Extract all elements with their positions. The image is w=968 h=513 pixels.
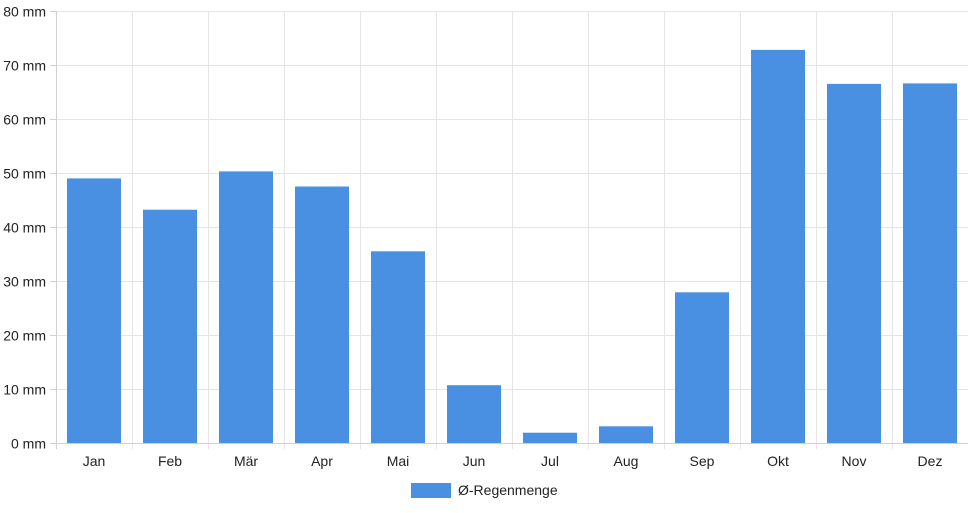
y-axis-tick-labels: 0 mm 10 mm 20 mm 30 mm 40 mm 50 mm 60 mm 70 mm 8…	[3, 4, 46, 452]
bar-jan[interactable]	[67, 178, 121, 443]
y-tick-label: 0 mm	[11, 436, 46, 452]
bar-aug[interactable]	[599, 426, 653, 443]
x-tick-label: Mär	[234, 453, 258, 469]
y-tick-label: 60 mm	[3, 112, 46, 128]
bar-mai[interactable]	[371, 251, 425, 443]
x-tick-label: Dez	[918, 453, 943, 469]
x-tick-label: Aug	[614, 453, 639, 469]
x-tick-label: Okt	[767, 453, 789, 469]
y-tick-label: 20 mm	[3, 328, 46, 344]
bar-mär[interactable]	[219, 171, 273, 443]
bar-dez[interactable]	[903, 83, 957, 444]
x-tick-label: Nov	[842, 453, 867, 469]
bar-feb[interactable]	[143, 209, 197, 443]
bar-jul[interactable]	[523, 432, 577, 443]
bar-jun[interactable]	[447, 385, 501, 443]
x-tick-label: Apr	[311, 453, 333, 469]
x-tick-label: Jun	[463, 453, 486, 469]
x-tick-label: Mai	[387, 453, 410, 469]
x-tick-label: Feb	[158, 453, 182, 469]
x-tick-label: Jul	[541, 453, 559, 469]
bar-sep[interactable]	[675, 292, 729, 443]
y-tick-label: 80 mm	[3, 4, 46, 20]
legend-label[interactable]: Ø-Regenmenge	[458, 482, 558, 498]
y-tick-label: 40 mm	[3, 220, 46, 236]
x-tick-label: Jan	[83, 453, 106, 469]
y-tick-label: 50 mm	[3, 166, 46, 182]
x-axis-tick-labels: Jan Feb Mär Apr Mai Jun Jul Aug Sep Okt Nov Dez	[83, 453, 943, 469]
bar-nov[interactable]	[827, 83, 881, 444]
y-tick-label: 70 mm	[3, 58, 46, 74]
grid-lines	[56, 11, 968, 449]
legend[interactable]: Ø-Regenmenge	[411, 482, 558, 498]
axes	[50, 11, 968, 444]
legend-swatch[interactable]	[411, 483, 451, 498]
bars	[67, 49, 957, 444]
bar-apr[interactable]	[295, 186, 349, 444]
y-tick-label: 30 mm	[3, 274, 46, 290]
x-tick-label: Sep	[690, 453, 715, 469]
y-tick-label: 10 mm	[3, 382, 46, 398]
bar-okt[interactable]	[751, 49, 805, 444]
